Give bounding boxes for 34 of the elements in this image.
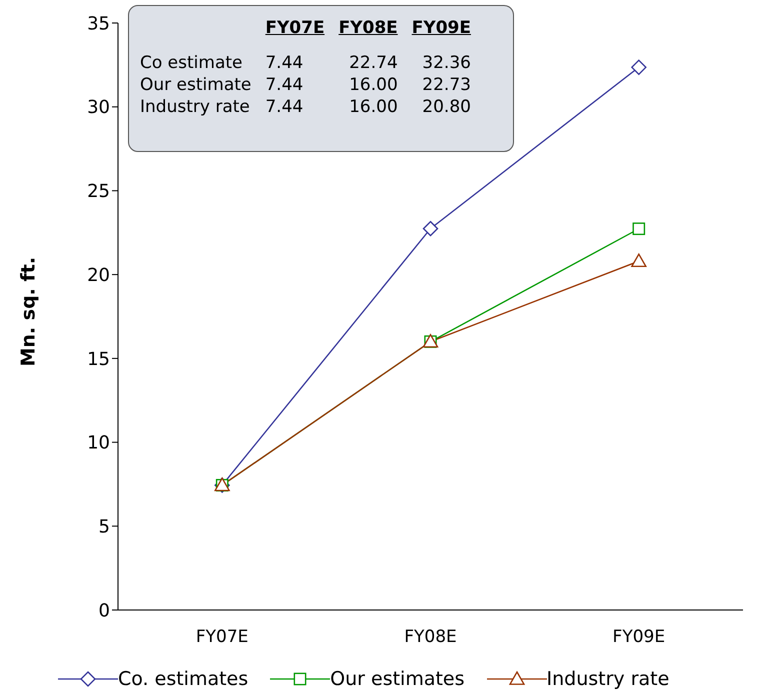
point: [631, 60, 646, 75]
y-tick-label: 10: [87, 432, 110, 454]
point: [422, 220, 438, 236]
annotation: 16.00: [348, 74, 399, 96]
x-tick-label: FY09E: [612, 627, 666, 648]
category-label: FY08E: [338, 18, 398, 38]
y-tick-label: 25: [87, 181, 110, 202]
legend-label: Co. estimates: [118, 668, 248, 690]
y-tick-label: 15: [87, 348, 110, 370]
annotation: 22.74: [348, 52, 399, 74]
legend-label: Industry rate: [546, 668, 670, 690]
annotation: 32.36: [421, 52, 472, 74]
annotation: 7.44: [264, 52, 304, 74]
x-tick-label: FY08E: [404, 627, 457, 648]
y-tick-label: 5: [98, 516, 110, 538]
point: [632, 222, 646, 236]
annotation: Co estimate: [139, 52, 244, 74]
category-label: FY09E: [412, 18, 471, 38]
annotation: 7.44: [264, 74, 304, 96]
annotation: Industry rate: [139, 96, 251, 118]
x-tick-label: FY07E: [196, 627, 248, 648]
legend-label: Our estimates: [330, 668, 465, 690]
category-label: FY07E: [265, 18, 325, 38]
annotation: Our estimate: [139, 74, 252, 96]
y-axis-title: Mn. sq. ft.: [18, 256, 40, 366]
annotation: 22.73: [421, 74, 472, 96]
y-tick-label: 20: [87, 264, 110, 286]
annotation: 20.80: [421, 96, 472, 118]
point: [631, 254, 646, 268]
annotation: 7.44: [264, 96, 304, 118]
y-tick-label: 30: [87, 97, 110, 118]
y-tick-label: 0: [98, 600, 110, 622]
annotation: 16.00: [348, 96, 399, 118]
y-tick-label: 35: [87, 13, 110, 34]
